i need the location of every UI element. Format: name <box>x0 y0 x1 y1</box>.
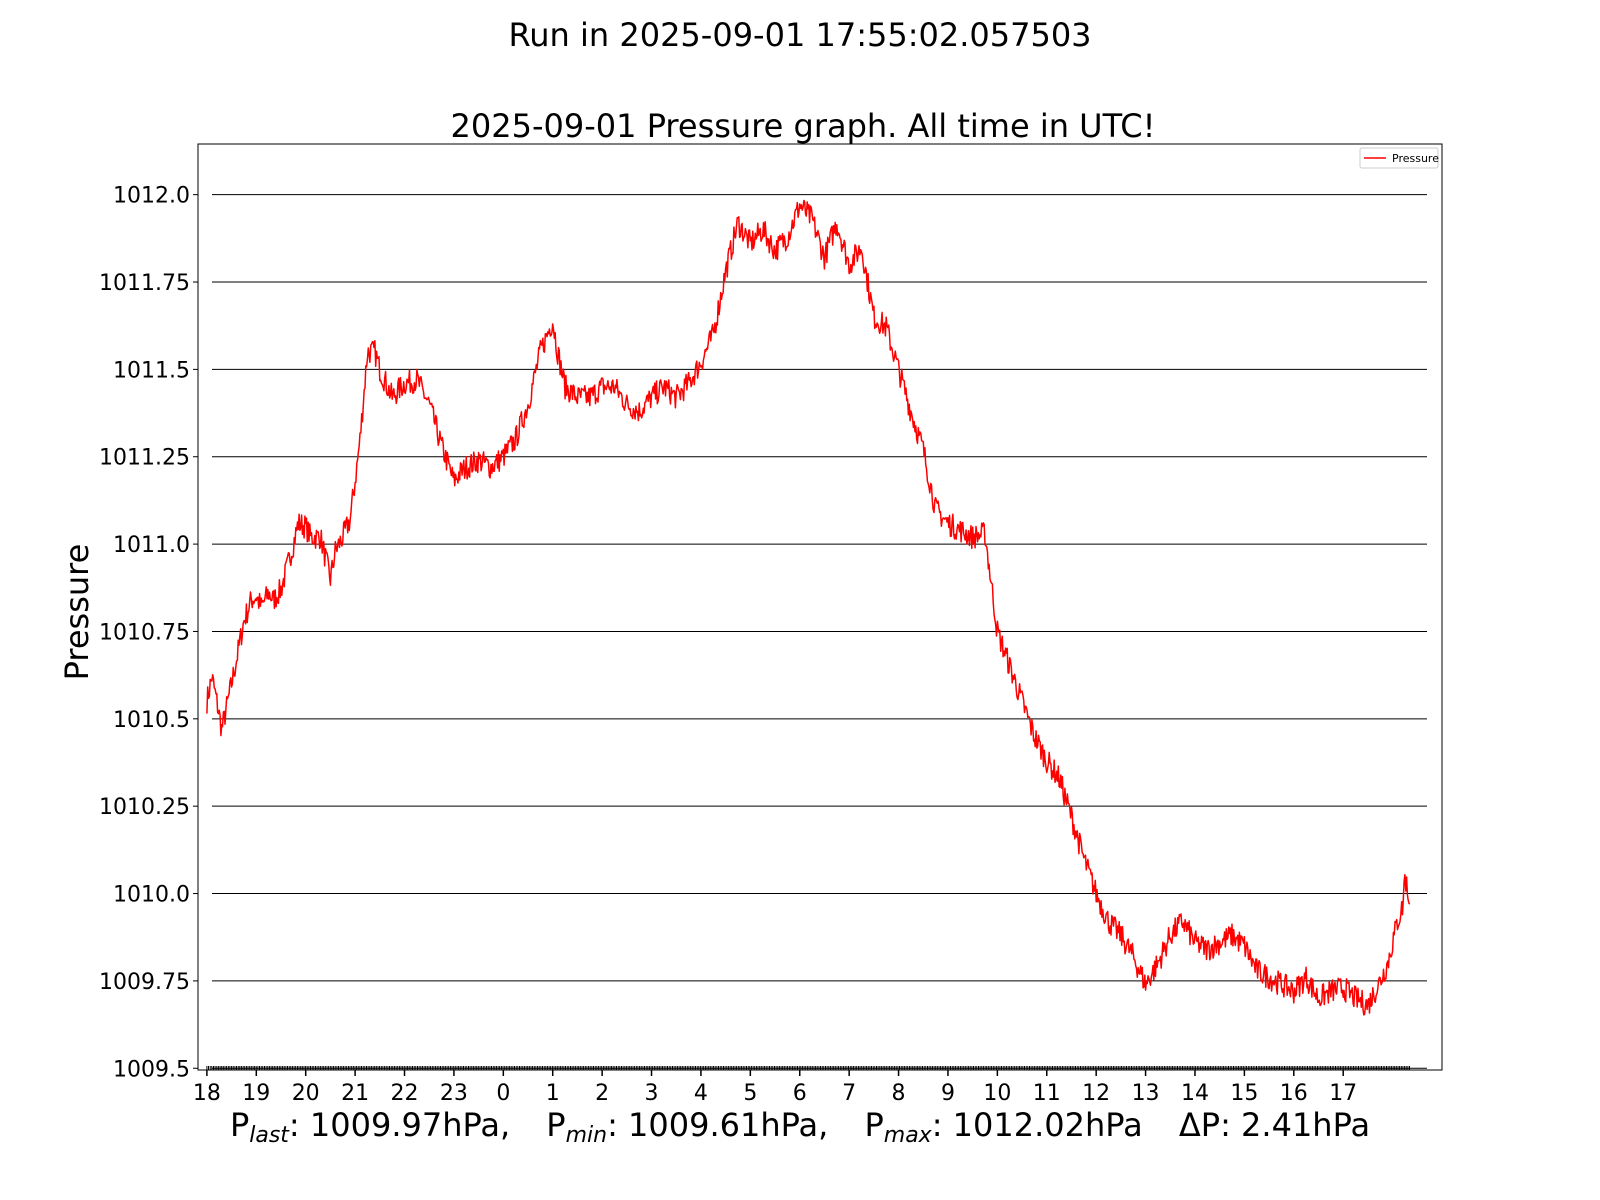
y-tick-label: 1010.5 <box>113 708 190 733</box>
y-tick-label: 1010.0 <box>113 883 190 908</box>
y-axis-label: Pressure <box>58 544 96 681</box>
y-tick-label: 1011.0 <box>113 533 190 558</box>
x-tick-label: 0 <box>496 1081 510 1106</box>
x-axis-ticks: 18 19 20 21 22 23 0 1 2 3 4 5 6 7 8 9 10 11 12 13 14 15 16 17 <box>193 1070 1357 1106</box>
y-tick-label: 1010.25 <box>99 795 190 820</box>
x-tick-label: 22 <box>391 1081 419 1106</box>
x-tick-label: 19 <box>242 1081 270 1106</box>
x-tick-label: 11 <box>1033 1081 1061 1106</box>
x-tick-label: 8 <box>892 1081 906 1106</box>
p-max-stat: Pmax: 1012.02hPa <box>864 1106 1143 1148</box>
x-tick-label: 9 <box>941 1081 955 1106</box>
x-tick-label: 2 <box>595 1081 609 1106</box>
x-tick-label: 7 <box>842 1081 856 1106</box>
x-tick-label: 15 <box>1230 1081 1258 1106</box>
y-tick-label: 1012.0 <box>113 184 190 209</box>
x-tick-label: 18 <box>193 1081 221 1106</box>
x-tick-label: 4 <box>694 1081 708 1106</box>
y-tick-label: 1011.25 <box>99 446 190 471</box>
x-axis-minor-ticks <box>206 1066 1410 1070</box>
x-tick-label: 17 <box>1329 1081 1357 1106</box>
y-tick-label: 1011.5 <box>113 358 190 383</box>
x-minor-tick-marks <box>206 1066 1410 1070</box>
x-tick-label: 3 <box>645 1081 659 1106</box>
p-last-stat: Plast: 1009.97hPa, <box>229 1106 511 1148</box>
stats-line: Plast: 1009.97hPa, Pmin: 1009.61hPa, Pma… <box>0 1106 1600 1148</box>
x-tick-label: 6 <box>793 1081 807 1106</box>
legend: Pressure <box>1359 147 1439 169</box>
p-min-stat: Pmin: 1009.61hPa, <box>546 1106 829 1148</box>
y-tick-label: 1009.5 <box>113 1057 190 1082</box>
x-tick-label: 20 <box>292 1081 320 1106</box>
x-tick-label: 21 <box>341 1081 369 1106</box>
y-tick-label: 1011.75 <box>99 271 190 296</box>
y-tick-label: 1009.75 <box>99 970 190 995</box>
gridlines <box>212 194 1427 1069</box>
delta-p-stat: ΔP: 2.41hPa <box>1178 1106 1371 1144</box>
x-tick-label: 13 <box>1132 1081 1160 1106</box>
x-tick-label: 16 <box>1280 1081 1308 1106</box>
x-tick-label: 5 <box>743 1081 757 1106</box>
x-tick-label: 12 <box>1082 1081 1110 1106</box>
y-tick-label: 1010.75 <box>99 620 190 645</box>
chart-title: 2025-09-01 Pressure graph. All time in U… <box>451 107 1156 145</box>
legend-label: Pressure <box>1392 152 1439 165</box>
x-tick-label: 10 <box>983 1081 1011 1106</box>
x-tick-label: 1 <box>546 1081 560 1106</box>
x-tick-label: 14 <box>1181 1081 1209 1106</box>
y-axis-ticks: 1009.5 1009.75 1010.0 1010.25 1010.5 1010.75 1… <box>99 184 198 1082</box>
run-title: Run in 2025-09-01 17:55:02.057503 <box>508 16 1092 54</box>
legend-box <box>1359 147 1439 169</box>
plot-frame <box>197 143 1443 1071</box>
pressure-series-line <box>206 199 1411 1016</box>
x-tick-label: 23 <box>440 1081 468 1106</box>
